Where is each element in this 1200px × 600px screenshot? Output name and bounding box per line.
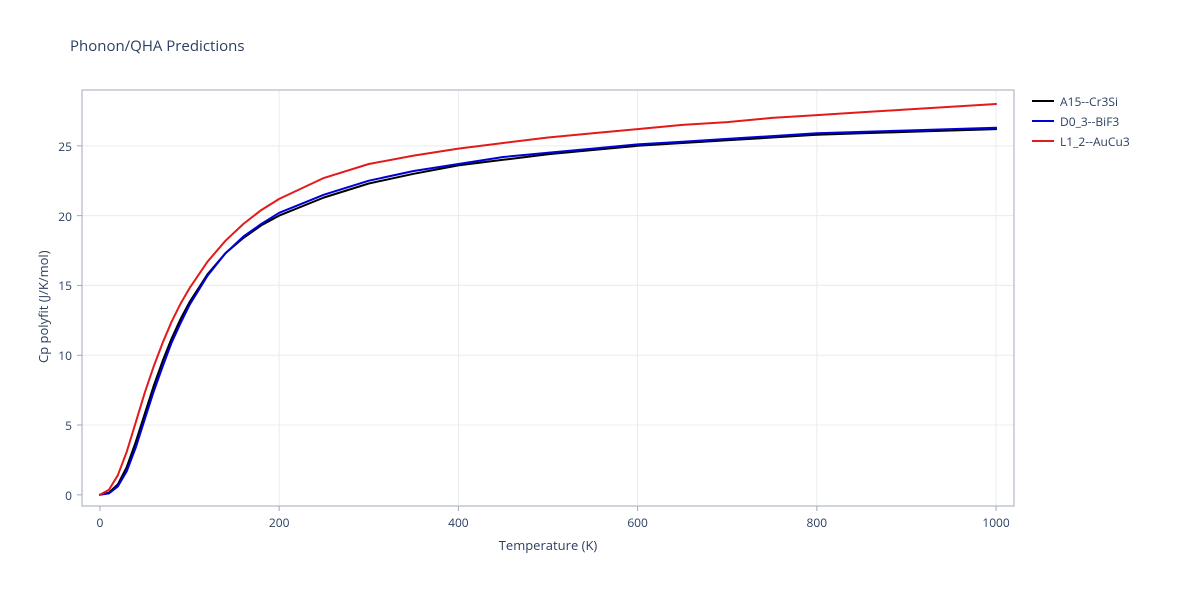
series-line[interactable] <box>100 128 996 495</box>
legend: A15--Cr3Si D0_3--BiF3 L1_2--AuCu3 <box>1032 92 1130 152</box>
y-axis-label: Cp polyfit (J/K/mol) <box>34 250 52 363</box>
legend-label: D0_3--BiF3 <box>1060 113 1119 130</box>
y-tick-label: 25 <box>58 138 72 155</box>
y-tick-label: 5 <box>65 417 72 434</box>
legend-item[interactable]: D0_3--BiF3 <box>1032 112 1130 130</box>
legend-item[interactable]: L1_2--AuCu3 <box>1032 132 1130 150</box>
x-tick-label: 800 <box>802 514 832 531</box>
legend-label: A15--Cr3Si <box>1060 93 1118 110</box>
series-line[interactable] <box>100 104 996 495</box>
chart-title: Phonon/QHA Predictions <box>70 36 245 56</box>
line-chart <box>0 0 1200 600</box>
legend-item[interactable]: A15--Cr3Si <box>1032 92 1130 110</box>
legend-swatch <box>1032 100 1054 102</box>
x-tick-label: 200 <box>264 514 294 531</box>
legend-swatch <box>1032 140 1054 142</box>
y-tick-label: 20 <box>58 208 72 225</box>
y-tick-label: 10 <box>58 347 72 364</box>
chart-container: Phonon/QHA Predictions 02004006008001000… <box>0 0 1200 600</box>
legend-label: L1_2--AuCu3 <box>1060 133 1130 150</box>
x-axis-label: Temperature (K) <box>488 536 608 554</box>
series-line[interactable] <box>100 129 996 495</box>
x-tick-label: 1000 <box>981 514 1011 531</box>
y-tick-label: 0 <box>65 487 72 504</box>
x-tick-label: 400 <box>443 514 473 531</box>
y-tick-label: 15 <box>58 277 72 294</box>
x-tick-label: 0 <box>85 514 115 531</box>
x-tick-label: 600 <box>623 514 653 531</box>
legend-swatch <box>1032 120 1054 122</box>
